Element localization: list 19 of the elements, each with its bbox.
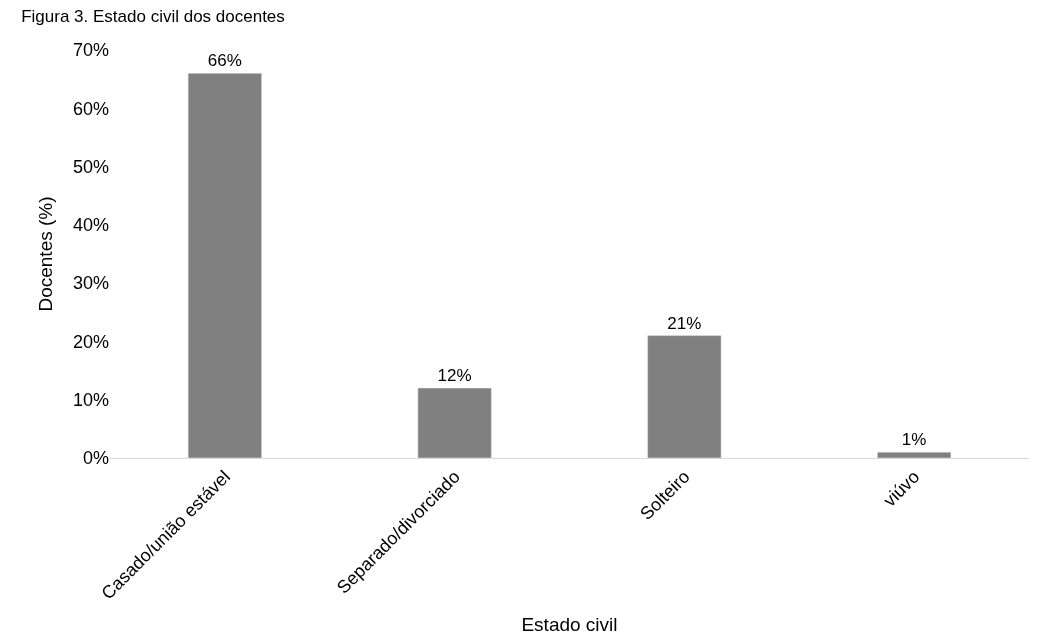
y-tick-label: 40%: [72, 215, 109, 236]
x-axis-title: Estado civil: [521, 614, 618, 636]
bar: [417, 387, 492, 458]
bar: [187, 73, 262, 458]
bar: [877, 451, 952, 458]
data-label: 12%: [437, 366, 472, 386]
y-tick-label: 0%: [82, 448, 109, 469]
y-tick-label: 70%: [72, 40, 109, 61]
bar: [647, 335, 722, 458]
y-tick-label: 50%: [72, 156, 109, 177]
y-tick-label: 60%: [72, 98, 109, 119]
y-tick-label: 20%: [72, 331, 109, 352]
y-axis-title: Docentes (%): [34, 196, 56, 312]
data-label: 66%: [207, 51, 242, 71]
chart-title: Figura 3. Estado civil dos docentes: [21, 6, 285, 26]
y-tick-label: 30%: [72, 273, 109, 294]
data-label: 21%: [667, 313, 702, 333]
y-tick-label: 10%: [72, 390, 109, 411]
data-label: 1%: [901, 430, 927, 450]
